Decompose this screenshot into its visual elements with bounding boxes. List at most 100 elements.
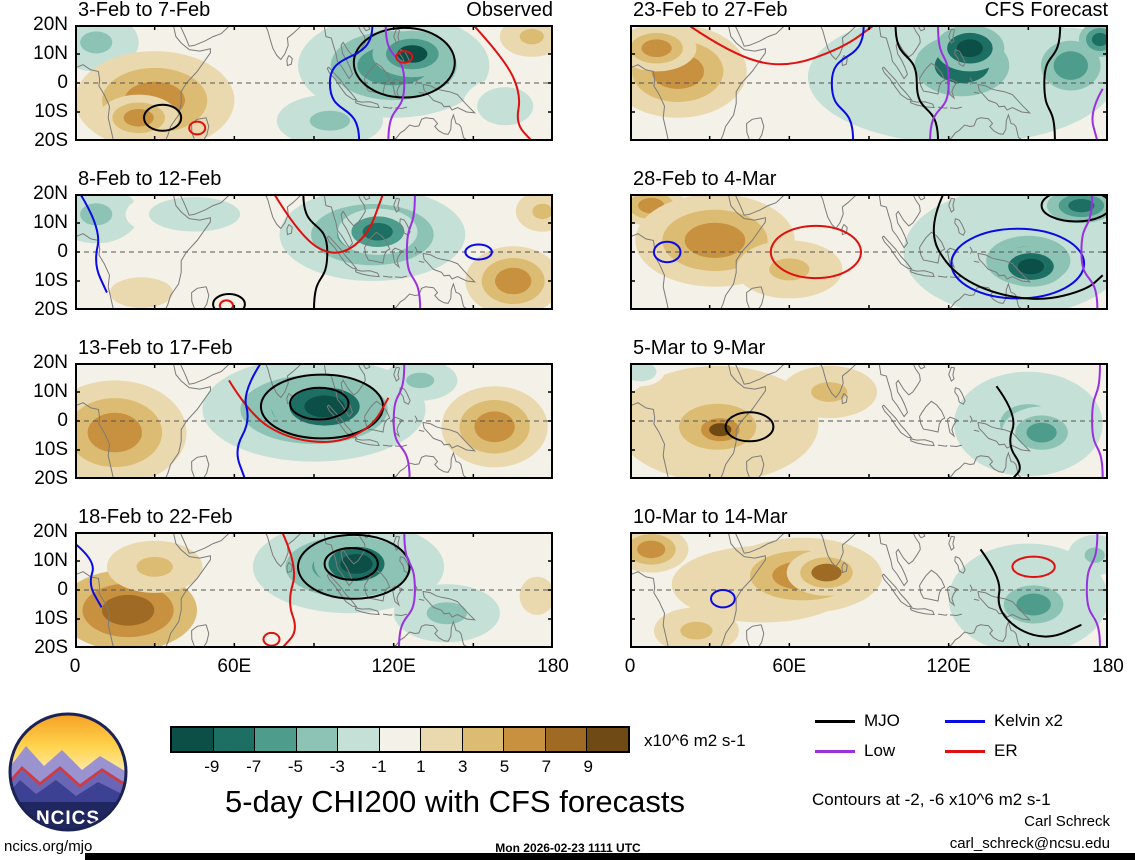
colorbar-tick-label: -7: [246, 757, 262, 776]
er-contour: [1011, 555, 1056, 578]
map-panel: [75, 194, 553, 310]
logo-red-line: [10, 766, 126, 790]
kelvin-contour: [710, 588, 736, 609]
map-panel: [75, 363, 553, 479]
wave-contours: [79, 194, 493, 310]
kelvin-contour: [79, 194, 108, 294]
legend-label: ER: [994, 741, 1018, 760]
anomaly-fills: [630, 363, 1103, 479]
x-axis-label: 180: [1092, 656, 1124, 677]
low-contour: [1091, 363, 1104, 479]
legend-item-mjo: MJO: [815, 710, 900, 732]
y-axis-label: 20S: [34, 130, 68, 151]
legend-line: [815, 719, 855, 723]
er-contour: [395, 50, 414, 64]
y-axis-label: 20N: [33, 14, 68, 35]
map-panel: [630, 532, 1108, 648]
panel-title: 13-Feb to 17-Feb: [78, 337, 233, 359]
wave-contours: [143, 25, 533, 141]
panel-title: 8-Feb to 12-Feb: [78, 168, 222, 190]
mjo-contour: [724, 411, 775, 443]
y-axis-label: 20N: [33, 352, 68, 373]
site-link[interactable]: ncics.org/mjo: [4, 838, 93, 855]
mjo-contour: [1040, 194, 1108, 223]
credit-email: carl_schreck@ncsu.edu: [949, 835, 1110, 852]
legend-line: [815, 749, 855, 753]
panel-frame: [630, 194, 1108, 310]
panel-frame: [75, 363, 553, 479]
x-axis-label: 120E: [371, 656, 416, 677]
coastlines: [630, 194, 1032, 310]
figure-title: 5-day CHI200 with CFS forecasts: [224, 784, 685, 819]
colorbar: [170, 726, 630, 753]
legend-line: [945, 719, 985, 723]
map-panel: [630, 194, 1108, 310]
legend-label: Kelvin x2: [994, 711, 1063, 730]
colorbar-tick-label: -9: [204, 757, 220, 776]
x-axis-label: 120E: [926, 656, 971, 677]
colorbar-tick-label: 1: [416, 757, 426, 776]
colorbar-cell: [213, 728, 256, 751]
colorbar-cell: [421, 728, 463, 751]
y-axis-label: 20S: [34, 637, 68, 658]
wave-contours: [687, 25, 1104, 141]
map-panel: [630, 25, 1108, 141]
er-contour: [218, 299, 234, 310]
bottom-bar: [85, 853, 1135, 860]
legend-item-low: Low: [815, 740, 895, 762]
y-axis-label: 10N: [33, 43, 68, 64]
mjo-contour: [1043, 25, 1062, 141]
mjo-contour: [979, 548, 1082, 638]
panel-title: 18-Feb to 22-Feb: [78, 506, 233, 528]
y-axis-label: 10N: [33, 212, 68, 233]
panel-frame: [75, 194, 553, 310]
colorbar-tick-label: -5: [287, 757, 304, 776]
colorbar-cell: [545, 728, 588, 751]
panel-title: 23-Feb to 27-Feb: [633, 0, 788, 21]
panel-title: 28-Feb to 4-Mar: [633, 168, 777, 190]
colorbar-tick-label: 3: [457, 757, 468, 776]
colorbar-tick-label: -1: [371, 757, 387, 776]
low-contour: [392, 363, 411, 479]
wave-contours: [710, 532, 1101, 648]
wave-contours: [75, 532, 416, 648]
x-axis-label: 0: [69, 656, 81, 677]
anomaly-fills: [630, 194, 1108, 310]
er-contour: [273, 194, 384, 254]
low-contour: [929, 25, 950, 141]
panel-frame: [75, 532, 553, 648]
logo-text: NCICS: [36, 808, 100, 829]
y-axis-label: 0: [57, 241, 68, 262]
anomaly-fills: [630, 532, 1108, 648]
x-axis-label: 60E: [217, 656, 252, 677]
legend-item-er: ER: [945, 740, 1018, 762]
colorbar-units: x10^6 m2 s-1: [644, 731, 746, 750]
y-axis-label: 10S: [34, 270, 68, 291]
er-contour: [262, 631, 281, 647]
er-contour: [281, 532, 296, 648]
y-axis-label: 10S: [34, 101, 68, 122]
low-contour: [384, 25, 406, 141]
panel-frame: [630, 532, 1108, 648]
logo-border: [8, 712, 128, 832]
low-contour: [1085, 532, 1101, 648]
map-panel: [75, 532, 553, 648]
x-axis-label: 0: [624, 656, 636, 677]
wave-contours: [652, 194, 1108, 310]
kelvin-contour: [328, 25, 374, 141]
coastlines: [75, 194, 477, 310]
colorbar-cell: [255, 728, 297, 751]
low-contour: [398, 532, 416, 648]
mjo-contour: [323, 547, 379, 581]
panel-corner-label: Observed: [466, 0, 553, 21]
colorbar-cell: [504, 728, 546, 751]
timestamp: Mon 2026-02-23 1111 UTC: [495, 841, 641, 855]
er-contour: [228, 379, 390, 444]
kelvin-contour: [652, 240, 682, 264]
legend-item-kelvin-x2: Kelvin x2: [945, 710, 1063, 732]
panel-title: 10-Mar to 14-Mar: [633, 506, 788, 528]
mjo-contour: [995, 385, 1021, 479]
y-axis-label: 0: [57, 72, 68, 93]
kelvin-contour: [950, 227, 1086, 300]
